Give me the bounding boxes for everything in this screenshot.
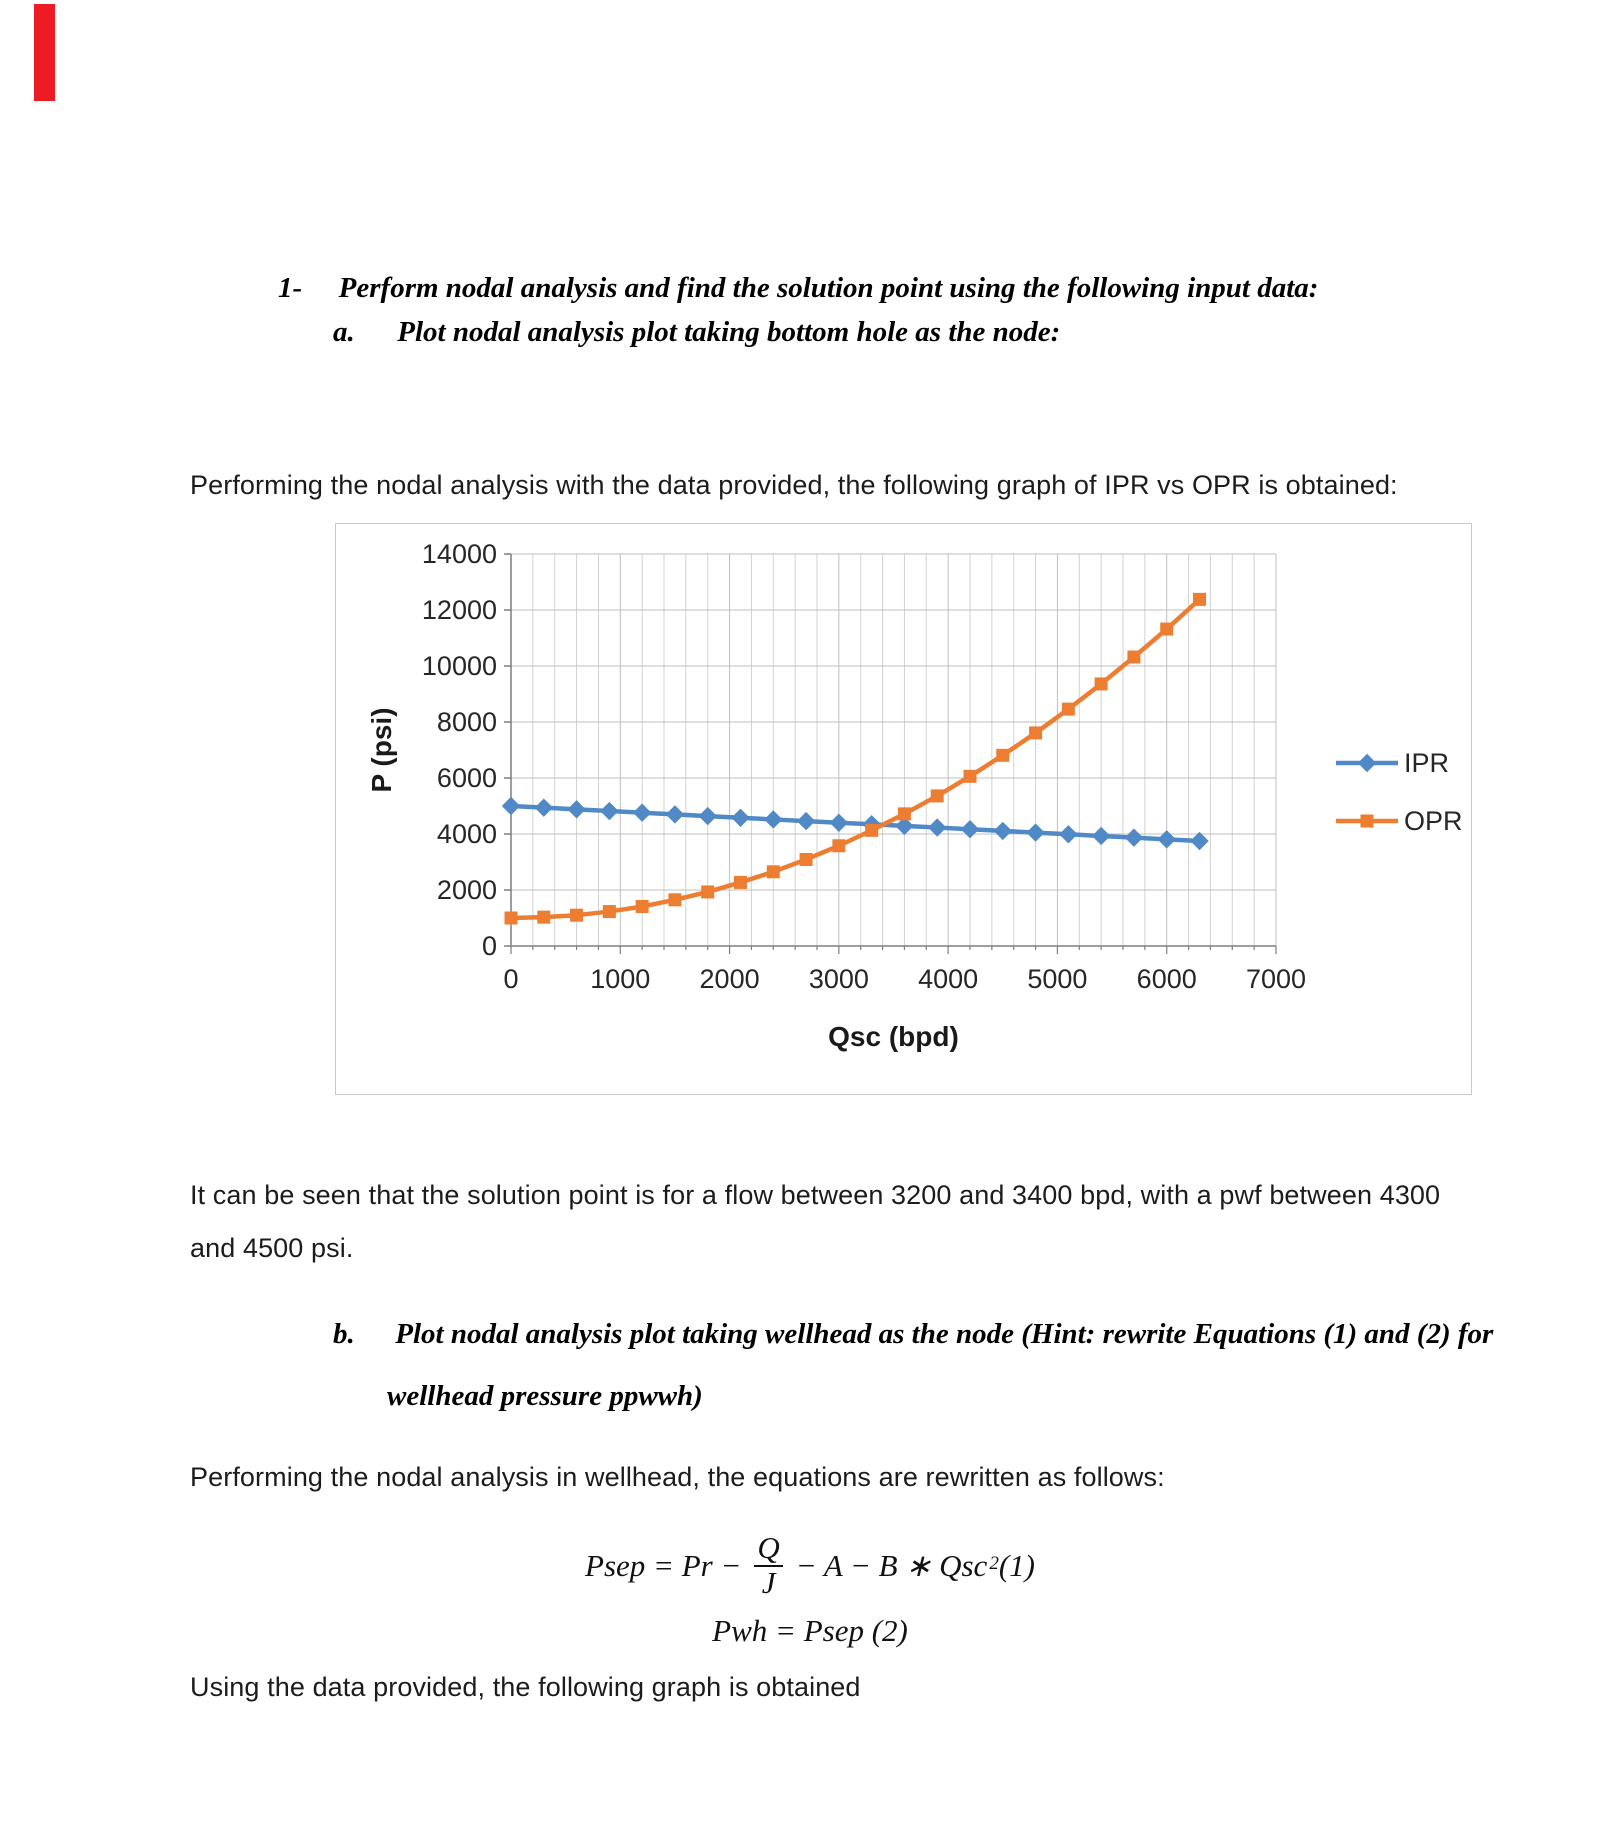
series-marker-ipr bbox=[600, 801, 619, 821]
nodal-analysis-chart: 0 2000 4000 6000 8000 10000 12000 14000 0 1000 200… bbox=[335, 523, 1472, 1095]
sub-item-b-label: b. bbox=[333, 1318, 355, 1350]
y-tick-label: 10000 bbox=[422, 651, 497, 681]
sub-item-b-text1: Plot nodal analysis plot taking wellhead… bbox=[395, 1318, 1494, 1350]
sub-item-a-label: a. bbox=[333, 316, 355, 348]
series-marker-ipr bbox=[731, 808, 750, 827]
legend-label-ipr: IPR bbox=[1404, 748, 1449, 778]
series-marker-ipr bbox=[796, 811, 816, 831]
series-marker-ipr bbox=[764, 810, 783, 829]
series-marker-opr bbox=[996, 748, 1010, 762]
series-marker-opr bbox=[1127, 650, 1141, 664]
series-marker-opr bbox=[766, 865, 780, 879]
series-marker-opr bbox=[930, 789, 944, 803]
equation-1-denominator: J bbox=[753, 1565, 784, 1600]
series-marker-opr bbox=[537, 910, 551, 924]
series-marker-opr bbox=[832, 839, 846, 853]
series-marker-opr bbox=[635, 900, 649, 914]
solution-paragraph-line1: It can be seen that the solution point i… bbox=[190, 1180, 1441, 1210]
series-line-ipr bbox=[508, 803, 1202, 844]
x-tick-label: 1000 bbox=[590, 964, 650, 994]
series-marker-ipr bbox=[534, 798, 553, 817]
series-marker-ipr bbox=[1059, 825, 1078, 844]
sub-item-a: a. Plot nodal analysis plot taking botto… bbox=[333, 316, 1060, 349]
equation-1-post: − A − B ∗ Qsc bbox=[795, 1548, 988, 1583]
series-marker-ipr bbox=[960, 820, 980, 839]
series-marker-opr bbox=[504, 911, 518, 925]
red-margin-marker bbox=[34, 4, 55, 101]
series-marker-opr bbox=[963, 769, 977, 783]
x-tick-label: 4000 bbox=[918, 964, 978, 994]
equation-1: Psep = Pr − Q J − A − B ∗ Qsc 2 (1) bbox=[0, 1518, 1620, 1614]
equation-1-numerator: Q bbox=[757, 1530, 780, 1566]
series-marker-opr bbox=[799, 852, 813, 866]
equation-1-fraction: Q J bbox=[751, 1532, 785, 1599]
y-axis-title: P (psi) bbox=[366, 707, 397, 792]
series-marker-ipr bbox=[632, 803, 652, 822]
series-marker-ipr bbox=[1091, 826, 1111, 846]
series-marker-ipr bbox=[895, 816, 914, 836]
series-marker-ipr bbox=[567, 800, 586, 819]
series-marker-opr bbox=[668, 893, 682, 907]
x-tick-label: 7000 bbox=[1246, 964, 1306, 994]
y-tick-label: 6000 bbox=[437, 763, 497, 793]
series-marker-opr bbox=[1193, 592, 1206, 606]
series-marker-opr bbox=[1160, 622, 1174, 636]
series-marker-ipr bbox=[1190, 831, 1209, 851]
legend-label-opr: OPR bbox=[1404, 806, 1463, 836]
equation-1-tag: (1) bbox=[998, 1548, 1035, 1583]
sub-item-b-line2: wellhead pressure ppwwh) bbox=[387, 1380, 703, 1412]
sub-item-a-text: Plot nodal analysis plot taking bottom h… bbox=[397, 316, 1061, 348]
series-marker-opr bbox=[1094, 677, 1108, 691]
series-marker-ipr bbox=[501, 796, 521, 816]
equation-2: Pwh = Psep (2) bbox=[712, 1613, 908, 1648]
closing-paragraph: Using the data provided, the following g… bbox=[190, 1672, 861, 1702]
legend-marker-ipr bbox=[1357, 753, 1377, 773]
series-marker-opr bbox=[602, 905, 616, 919]
y-tick-label: 2000 bbox=[437, 875, 497, 905]
series-marker-opr bbox=[897, 807, 911, 821]
x-axis-title: Qsc (bpd) bbox=[828, 1021, 959, 1052]
y-tick-label: 4000 bbox=[437, 819, 497, 849]
series-line-opr bbox=[508, 597, 1202, 921]
x-tick-label: 5000 bbox=[1027, 964, 1087, 994]
intro-paragraph: Performing the nodal analysis with the d… bbox=[190, 470, 1398, 500]
question-text: Perform nodal analysis and find the solu… bbox=[338, 272, 1319, 304]
series-marker-ipr bbox=[928, 818, 947, 837]
legend-marker-opr bbox=[1360, 814, 1374, 828]
series-marker-ipr bbox=[698, 806, 717, 826]
y-tick-label: 14000 bbox=[422, 539, 497, 569]
series-marker-ipr bbox=[665, 805, 685, 824]
equation-1-pre: Psep = Pr − bbox=[585, 1548, 742, 1583]
series-marker-ipr bbox=[1026, 823, 1045, 842]
x-tick-label: 3000 bbox=[809, 964, 869, 994]
series-marker-opr bbox=[1061, 702, 1075, 716]
sub-item-b-line1: b. Plot nodal analysis plot taking wellh… bbox=[333, 1318, 1493, 1351]
rewrite-paragraph: Performing the nodal analysis in wellhea… bbox=[190, 1462, 1165, 1492]
question-number: 1- bbox=[278, 272, 303, 304]
series-marker-opr bbox=[570, 908, 584, 922]
x-tick-label: 2000 bbox=[700, 964, 760, 994]
y-tick-label: 12000 bbox=[422, 595, 497, 625]
question-heading: 1- Perform nodal analysis and find the s… bbox=[278, 272, 1318, 305]
series-marker-opr bbox=[1029, 726, 1043, 740]
series-marker-opr bbox=[865, 823, 879, 837]
equation-1-exponent: 2 bbox=[989, 1553, 999, 1574]
solution-paragraph-line2: and 4500 psi. bbox=[190, 1233, 354, 1263]
series-marker-ipr bbox=[829, 813, 849, 832]
x-tick-label: 6000 bbox=[1137, 964, 1197, 994]
series-marker-ipr bbox=[1157, 830, 1176, 849]
x-tick-label: 0 bbox=[503, 964, 518, 994]
y-tick-label: 0 bbox=[482, 931, 497, 961]
series-marker-ipr bbox=[1124, 828, 1144, 847]
series-marker-opr bbox=[701, 885, 715, 899]
series-marker-opr bbox=[734, 875, 747, 889]
y-tick-label: 8000 bbox=[437, 707, 497, 737]
series-marker-ipr bbox=[993, 821, 1012, 841]
chart-canvas: 0 2000 4000 6000 8000 10000 12000 14000 0 1000 200… bbox=[366, 539, 1463, 1052]
